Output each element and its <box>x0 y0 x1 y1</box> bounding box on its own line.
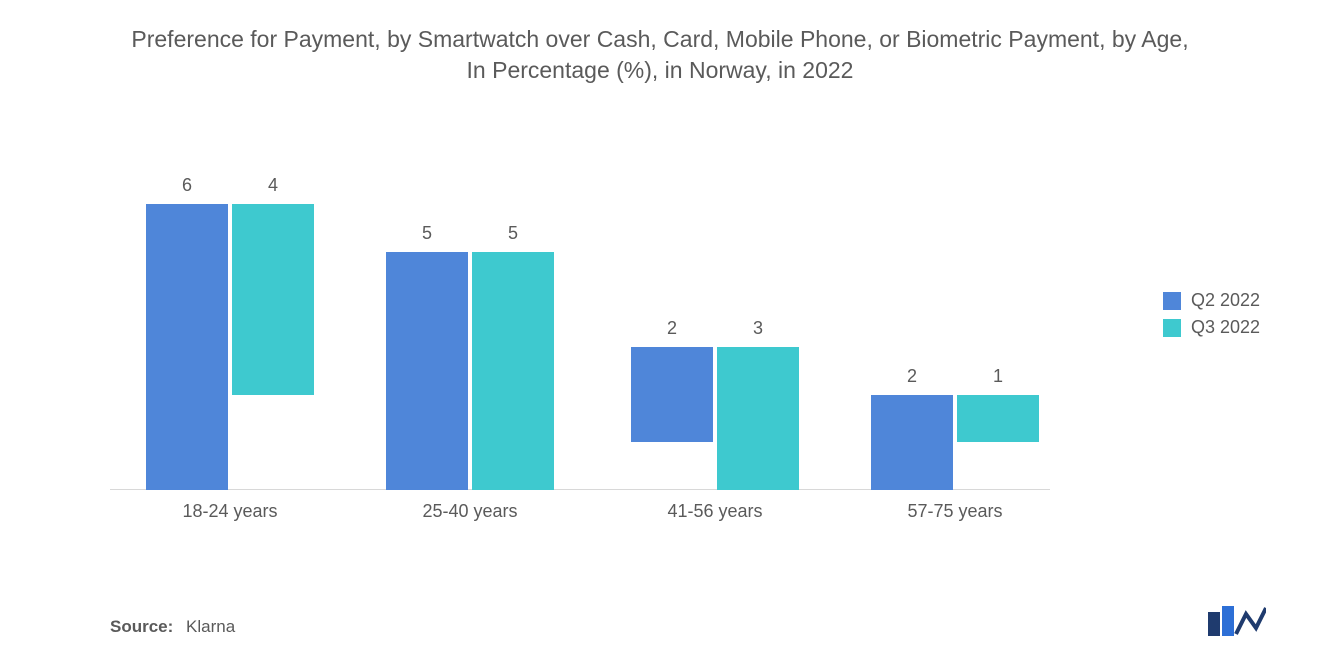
bar-value-label: 5 <box>508 223 518 244</box>
bar-wrap: 2 <box>631 318 713 490</box>
source-label: Source: <box>110 617 173 636</box>
bar-wrap: 5 <box>386 223 468 490</box>
bar-group: 55 <box>370 223 570 490</box>
bar <box>146 204 228 490</box>
bar-wrap: 5 <box>472 223 554 490</box>
bar-wrap: 2 <box>871 366 953 490</box>
category-label: 18-24 years <box>130 501 330 522</box>
bar-group: 23 <box>615 318 815 490</box>
bar-wrap: 6 <box>146 175 228 490</box>
source-attribution: Source: Klarna <box>110 617 235 637</box>
bar-value-label: 2 <box>667 318 677 339</box>
bar <box>232 204 314 395</box>
legend: Q2 2022 Q3 2022 <box>1163 290 1260 344</box>
brand-logo <box>1206 604 1266 643</box>
bar <box>957 395 1039 443</box>
legend-swatch-q2 <box>1163 292 1181 310</box>
bar-group: 21 <box>855 366 1055 490</box>
category-label: 41-56 years <box>615 501 815 522</box>
source-value: Klarna <box>186 617 235 636</box>
legend-item-q2: Q2 2022 <box>1163 290 1260 311</box>
category-label: 57-75 years <box>855 501 1055 522</box>
bar-value-label: 3 <box>753 318 763 339</box>
bar-value-label: 5 <box>422 223 432 244</box>
bar-value-label: 2 <box>907 366 917 387</box>
legend-swatch-q3 <box>1163 319 1181 337</box>
legend-item-q3: Q3 2022 <box>1163 317 1260 338</box>
bar-value-label: 1 <box>993 366 1003 387</box>
bar <box>631 347 713 442</box>
legend-label-q2: Q2 2022 <box>1191 290 1260 311</box>
bar-wrap: 3 <box>717 318 799 490</box>
bar-wrap: 1 <box>957 366 1039 490</box>
bar-wrap: 4 <box>232 175 314 490</box>
legend-label-q3: Q3 2022 <box>1191 317 1260 338</box>
category-label: 25-40 years <box>370 501 570 522</box>
plot-area: 6418-24 years5525-40 years2341-56 years2… <box>110 140 1050 530</box>
bar <box>871 395 953 490</box>
chart-title: Preference for Payment, by Smartwatch ov… <box>0 0 1320 86</box>
bar <box>386 252 468 490</box>
chart-container: Preference for Payment, by Smartwatch ov… <box>0 0 1320 665</box>
bar <box>472 252 554 490</box>
bar-value-label: 6 <box>182 175 192 196</box>
bar <box>717 347 799 490</box>
bar-group: 64 <box>130 175 330 490</box>
bar-value-label: 4 <box>268 175 278 196</box>
